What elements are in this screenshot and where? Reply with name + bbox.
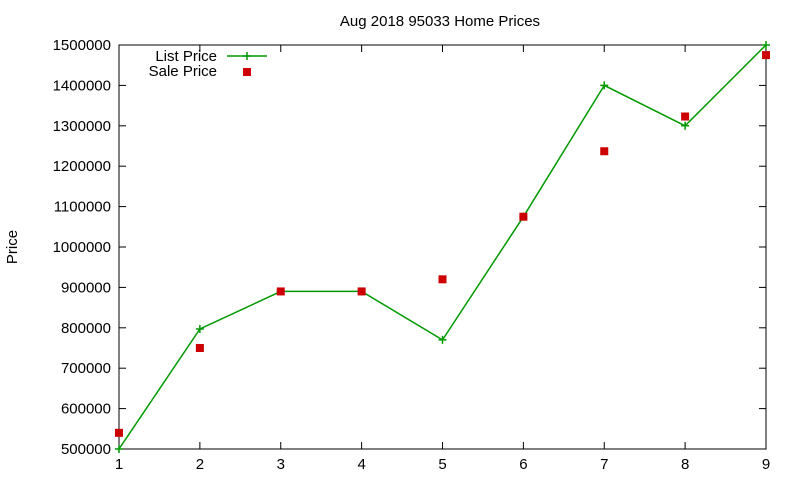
axis-tick-labels: 500000 600000 700000 800000 900000 1000000 110…	[53, 37, 771, 473]
x-tick-label: 9	[762, 456, 770, 473]
x-tick-label: 5	[438, 456, 446, 473]
sale-price-point	[681, 112, 690, 121]
x-tick-label: 1	[115, 456, 123, 473]
list-price-point	[115, 445, 123, 453]
list-price-point	[195, 325, 204, 334]
list-price-point	[762, 41, 770, 49]
sale-price-point	[519, 212, 528, 221]
x-tick-label: 7	[600, 456, 608, 473]
x-tick-label: 2	[196, 456, 204, 473]
list-price-line	[118, 44, 767, 450]
plot-frame	[118, 44, 767, 450]
y-tick-label: 1500000	[53, 37, 111, 54]
y-tick-label: 1300000	[53, 118, 111, 135]
list-price-point	[600, 81, 609, 90]
y-tick-label: 1100000	[54, 199, 111, 216]
y-tick-label: 700000	[61, 360, 111, 377]
series-layer	[115, 41, 770, 453]
legend-label-list-price: List Price	[155, 48, 217, 65]
x-tick-label: 8	[681, 456, 689, 473]
x-tick-label: 3	[277, 456, 285, 473]
sale-price-point	[357, 287, 366, 296]
sale-price-point	[195, 344, 204, 352]
y-axis-label: Price	[4, 230, 21, 264]
legend-marker-list-price	[243, 52, 251, 60]
x-tick-label: 6	[519, 456, 527, 473]
y-tick-label: 1400000	[53, 77, 111, 94]
y-tick-label: 500000	[61, 441, 111, 458]
list-price-point	[681, 121, 690, 130]
y-tick-label: 1200000	[53, 158, 111, 175]
legend-label-sale-price: Sale Price	[149, 63, 217, 80]
sale-price-point	[438, 275, 447, 284]
sale-price-point	[600, 147, 609, 156]
sale-price-point	[115, 428, 123, 437]
chart-title: Aug 2018 95033 Home Prices	[340, 13, 540, 30]
y-tick-label: 800000	[61, 320, 111, 337]
axis-ticks	[118, 44, 767, 450]
sale-price-point	[276, 287, 285, 296]
list-price-point	[438, 335, 447, 344]
y-tick-label: 600000	[61, 401, 111, 418]
legend-marker-sale-price	[243, 68, 251, 76]
y-tick-label: 1000000	[53, 239, 111, 256]
y-tick-label: 900000	[61, 279, 111, 296]
sale-price-point	[762, 51, 770, 60]
x-tick-label: 4	[357, 456, 365, 473]
